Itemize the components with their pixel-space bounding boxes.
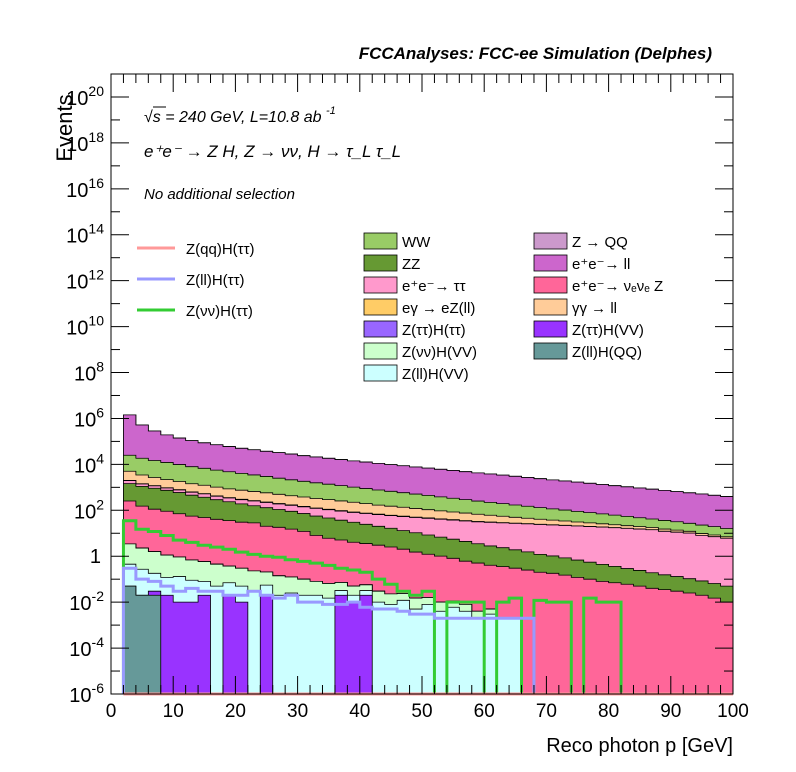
legend-label: e⁺e⁻→ νₑνₑ Z [572, 278, 663, 295]
legend-swatch [363, 320, 398, 338]
energy-text: √s = 240 GeV, L=10.8 ab [144, 109, 322, 126]
legend-label: Z(ll)H(QQ) [572, 344, 642, 361]
x-tick-label: 80 [598, 701, 619, 722]
legend-label: Z(νν)H(VV) [402, 344, 477, 361]
legend-signal-label: Z(ll)H(ττ) [186, 272, 245, 289]
x-tick-label: 70 [536, 701, 557, 722]
legend-swatch [363, 298, 398, 316]
stack-layer [123, 414, 734, 695]
y-tick-label: 104 [74, 450, 104, 477]
annotation-energy: √s = 240 GeV, L=10.8 ab -1 [144, 105, 336, 126]
x-tick-label: 10 [163, 701, 184, 722]
x-tick-label: 0 [106, 701, 117, 722]
legend-label: Z → QQ [572, 234, 628, 251]
legend: Z(qq)H(ττ) Z(ll)H(ττ) Z(νν)H(ττ) WW ZZ e⁺e⁻→ … [137, 232, 663, 383]
legend-swatch [363, 342, 398, 360]
x-tick-label: 60 [474, 701, 495, 722]
legend-label: e⁺e⁻→ ll [572, 256, 630, 273]
legend-signal-label: Z(νν)H(ττ) [186, 303, 253, 320]
y-tick-label: 1018 [66, 129, 104, 156]
x-tick-label: 20 [225, 701, 246, 722]
y-tick-label: 1 [90, 546, 101, 568]
legend-label: Z(ll)H(VV) [402, 366, 469, 383]
y-tick-label: 1016 [66, 175, 104, 202]
y-tick-label: 1012 [66, 267, 104, 294]
signal-line-0 [121, 519, 733, 696]
y-tick-label: 1010 [66, 313, 104, 340]
x-tick-label: 30 [287, 701, 308, 722]
axis-layer: 0 10 20 30 40 50 60 70 80 90 100102010181016101410… [66, 73, 749, 722]
x-tick-label: 40 [349, 701, 370, 722]
x-tick-label: 90 [660, 701, 681, 722]
x-axis-label: Reco photon p [GeV] [546, 735, 733, 757]
y-axis-label: Events [52, 94, 77, 161]
x-tick-label: 100 [717, 701, 749, 722]
annotation-selection: No additional selection [144, 186, 295, 203]
y-tick-label: 106 [74, 404, 104, 431]
annotation-process: e⁺e⁻ → Z H, Z → νν, H → τ_L τ_L [144, 142, 401, 161]
y-tick-label: 1020 [66, 83, 104, 110]
legend-label: Z(ττ)H(ττ) [402, 322, 466, 339]
legend-swatch [363, 232, 398, 250]
y-tick-label: 10-6 [69, 680, 104, 707]
legend-swatch [533, 232, 568, 250]
y-tick-label: 108 [74, 359, 104, 386]
x-tick-label: 50 [411, 701, 432, 722]
legend-swatch [533, 298, 568, 316]
legend-swatch [533, 254, 568, 272]
legend-swatch [533, 276, 568, 294]
y-tick-label: 10-2 [69, 588, 104, 615]
chart-title: FCCAnalyses: FCC-ee Simulation (Delphes) [359, 44, 713, 63]
y-tick-label: 10-4 [69, 634, 104, 661]
energy-sup: -1 [326, 105, 336, 117]
y-tick-label: 1014 [66, 221, 104, 248]
legend-swatch [363, 364, 398, 382]
legend-label: WW [402, 234, 431, 251]
y-tick-label: 102 [74, 496, 104, 523]
legend-signal-label: Z(qq)H(ττ) [186, 241, 255, 258]
legend-swatch [533, 320, 568, 338]
legend-swatch [533, 342, 568, 360]
legend-label: Z(ττ)H(VV) [572, 322, 644, 339]
legend-swatch [363, 276, 398, 294]
legend-swatch [363, 254, 398, 272]
legend-label: e⁺e⁻→ ττ [402, 278, 466, 295]
legend-label: γγ → ll [572, 300, 617, 317]
svg-text:√s = 240 GeV, L=10.8 ab: √s = 240 GeV, L=10.8 ab -1 [144, 105, 336, 126]
legend-label: eγ → eZ(ll) [402, 300, 475, 317]
legend-label: ZZ [402, 256, 420, 273]
